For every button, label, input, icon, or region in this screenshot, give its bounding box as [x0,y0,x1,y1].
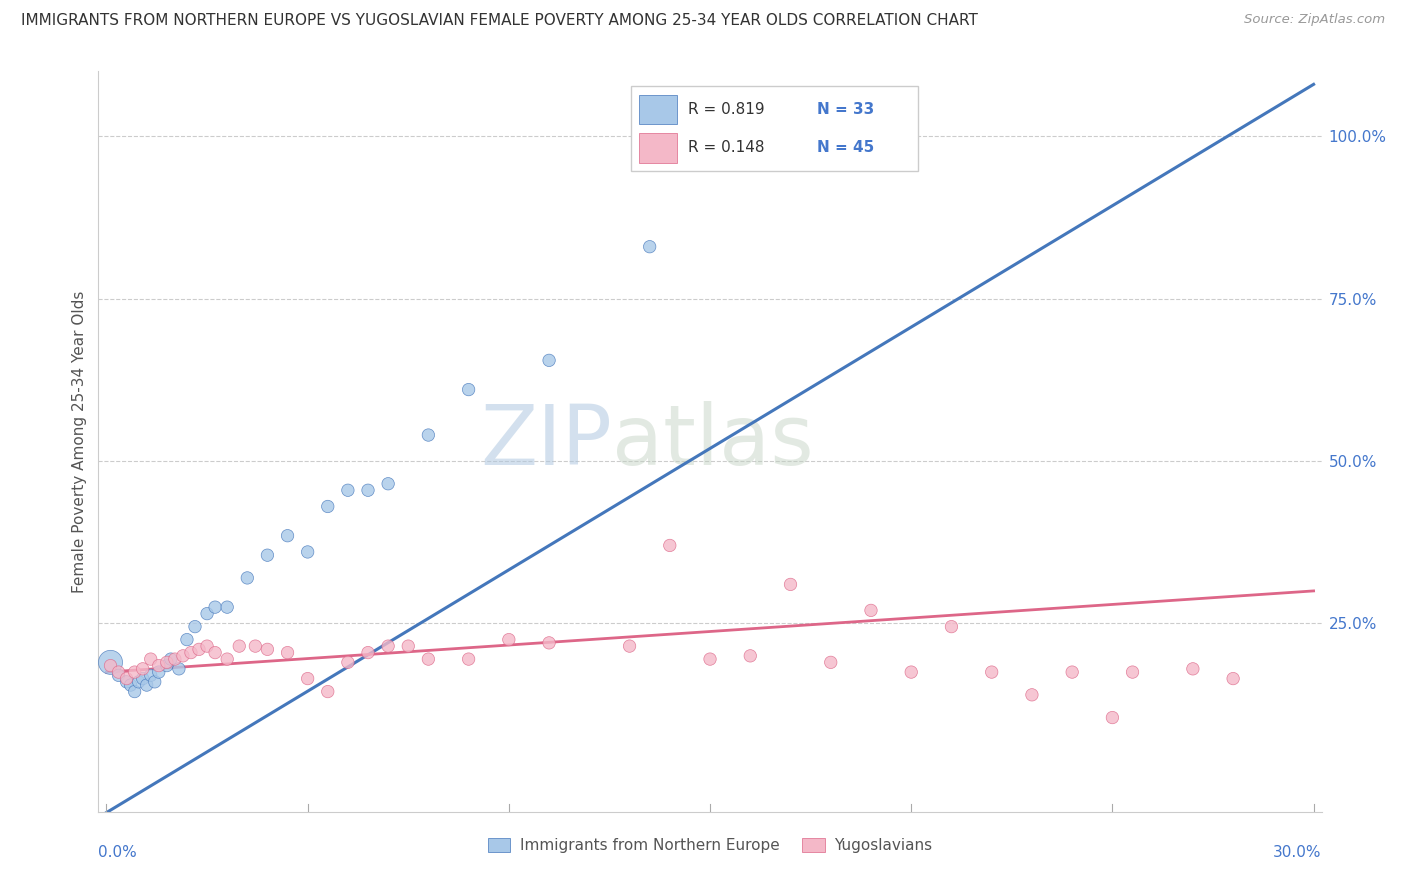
Point [139,652,162,666]
Point [135,678,157,692]
Point [457,383,479,397]
Point [740,129,762,144]
Point [779,577,801,591]
Point [357,646,380,660]
Text: IMMIGRANTS FROM NORTHERN EUROPE VS YUGOSLAVIAN FEMALE POVERTY AMONG 25-34 YEAR O: IMMIGRANTS FROM NORTHERN EUROPE VS YUGOS… [21,13,979,29]
Text: Source: ZipAtlas.com: Source: ZipAtlas.com [1244,13,1385,27]
Text: R = 0.819: R = 0.819 [688,102,765,117]
Point [859,603,882,617]
Point [859,129,882,144]
Point [418,652,440,666]
Point [357,483,380,498]
Point [297,672,319,686]
Point [100,658,122,673]
Point [160,652,183,666]
Point [143,674,166,689]
Legend: Immigrants from Northern Europe, Yugoslavians: Immigrants from Northern Europe, Yugosla… [481,832,939,860]
Point [217,652,239,666]
Point [139,668,162,682]
Point [820,656,842,670]
Text: N = 45: N = 45 [817,140,875,155]
Point [699,652,721,666]
Point [131,672,153,686]
Point [204,646,226,660]
Point [740,648,762,663]
Point [156,658,179,673]
Point [256,642,278,657]
FancyBboxPatch shape [640,95,676,125]
Point [176,632,198,647]
Point [277,646,299,660]
Point [1222,672,1244,686]
Point [941,619,963,633]
Point [245,639,267,653]
Text: 30.0%: 30.0% [1274,845,1322,860]
Point [100,656,122,670]
Point [1101,710,1123,724]
Point [131,662,153,676]
Point [1062,665,1084,679]
Point [172,648,194,663]
Point [538,636,561,650]
Point [256,548,278,562]
Point [180,646,202,660]
Point [900,665,922,679]
Point [148,665,170,679]
Point [396,639,419,653]
Point [316,500,339,514]
FancyBboxPatch shape [640,133,676,163]
Point [115,672,138,686]
Point [188,642,211,657]
Point [498,632,520,647]
Text: R = 0.148: R = 0.148 [688,140,765,155]
Point [120,678,142,692]
Point [297,545,319,559]
Point [336,656,359,670]
Point [658,538,681,552]
Point [124,665,146,679]
Point [167,662,190,676]
Point [980,665,1002,679]
Point [128,674,150,689]
Point [377,639,399,653]
FancyBboxPatch shape [630,87,918,171]
Text: N = 33: N = 33 [817,102,875,117]
Point [336,483,359,498]
Point [1021,688,1043,702]
Point [217,600,239,615]
Point [277,529,299,543]
Point [195,607,218,621]
Point [457,652,479,666]
Point [115,674,138,689]
Point [107,665,129,679]
Point [195,639,218,653]
Point [204,600,226,615]
Point [316,684,339,698]
Point [1121,665,1143,679]
Y-axis label: Female Poverty Among 25-34 Year Olds: Female Poverty Among 25-34 Year Olds [72,291,87,592]
Point [418,428,440,442]
Point [124,684,146,698]
Point [619,639,641,653]
Point [107,668,129,682]
Point [638,240,661,254]
Point [377,476,399,491]
Point [236,571,259,585]
Text: atlas: atlas [612,401,814,482]
Point [1181,662,1204,676]
Point [148,658,170,673]
Text: 0.0%: 0.0% [98,845,138,860]
Text: ZIP: ZIP [481,401,612,482]
Point [228,639,250,653]
Point [538,353,561,368]
Point [184,619,207,633]
Point [163,652,186,666]
Point [156,656,179,670]
